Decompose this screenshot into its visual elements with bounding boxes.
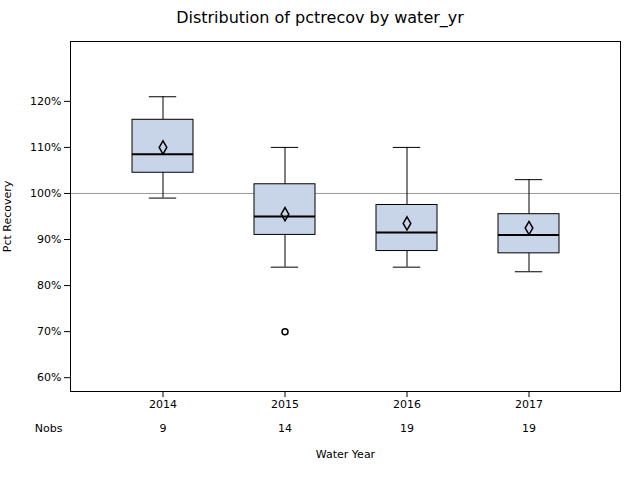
svg-text:19: 19 — [400, 422, 414, 435]
svg-text:2015: 2015 — [271, 398, 299, 411]
svg-text:Nobs: Nobs — [35, 422, 63, 435]
svg-text:2016: 2016 — [393, 398, 421, 411]
svg-text:9: 9 — [160, 422, 167, 435]
svg-text:80%: 80% — [37, 279, 61, 292]
svg-text:110%: 110% — [30, 141, 61, 154]
svg-text:Water Year: Water Year — [316, 448, 376, 461]
html-text:Distribution of pctrecov by wa: Distribution of pctrecov by water_yr — [176, 8, 464, 27]
svg-text:90%: 90% — [37, 233, 61, 246]
svg-text:120%: 120% — [30, 95, 61, 108]
svg-text:Pct Recovery: Pct Recovery — [1, 180, 14, 252]
svg-text:19: 19 — [522, 422, 536, 435]
svg-text:2014: 2014 — [149, 398, 177, 411]
svg-text:14: 14 — [278, 422, 292, 435]
svg-text:60%: 60% — [37, 371, 61, 384]
svg-text:2017: 2017 — [515, 398, 543, 411]
svg-text:100%: 100% — [30, 187, 61, 200]
svg-text:70%: 70% — [37, 325, 61, 338]
